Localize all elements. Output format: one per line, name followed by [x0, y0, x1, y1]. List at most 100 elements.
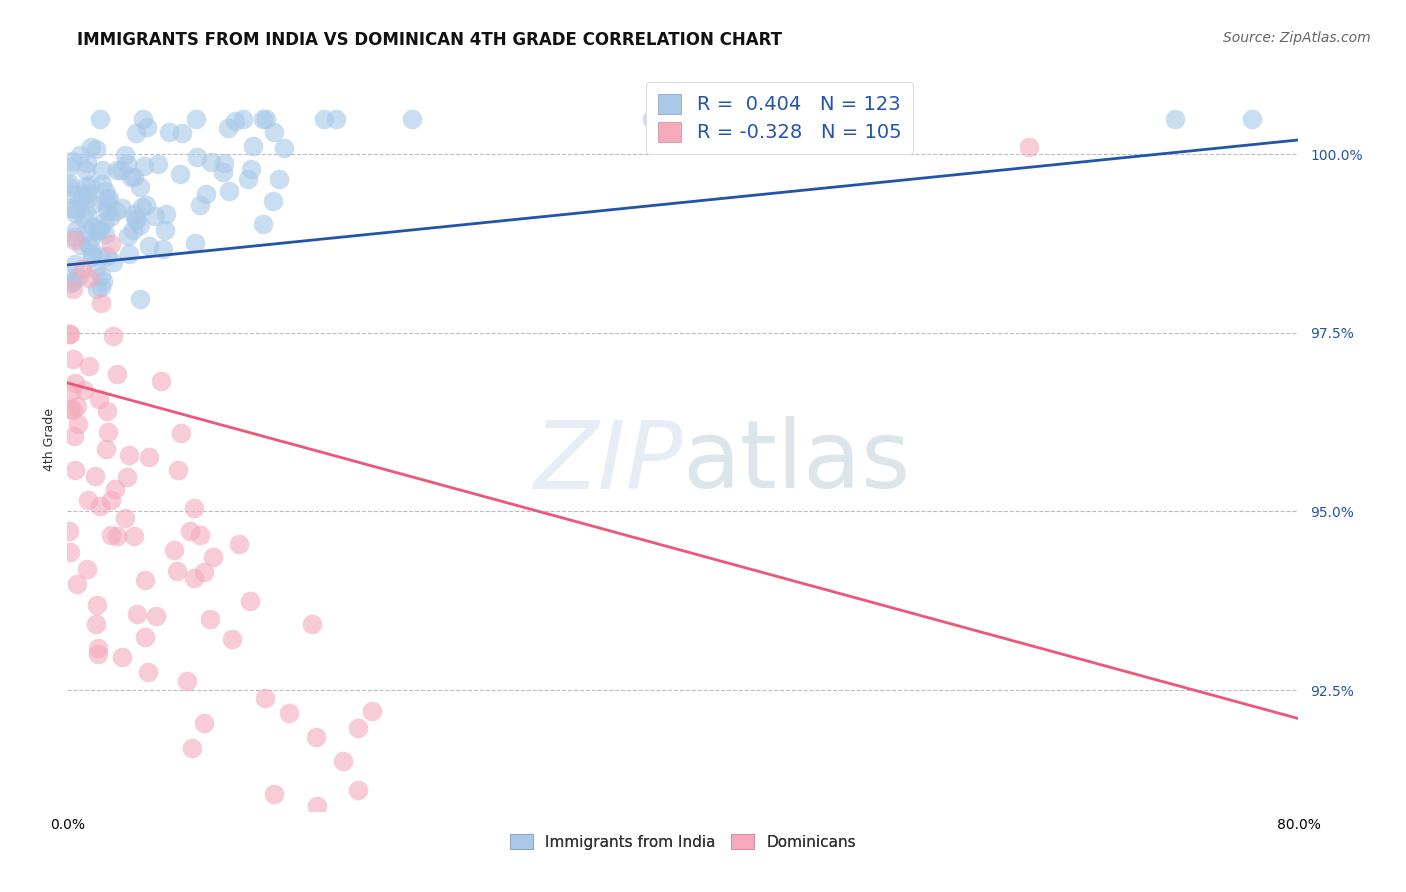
Point [91, 163, 114, 178]
Point [96, 442, 118, 457]
Point [887, 112, 910, 126]
Point [217, 120, 239, 135]
Point [89, 248, 111, 262]
Point [186, 112, 208, 126]
Point [100, 528, 122, 542]
Point [135, 197, 157, 211]
Point [93, 184, 115, 198]
Text: Source: ZipAtlas.com: Source: ZipAtlas.com [1223, 31, 1371, 45]
Point [59, 384, 82, 399]
Point [166, 565, 188, 579]
Point [96, 404, 118, 418]
Point [641, 112, 664, 126]
Point [63, 202, 86, 217]
Point [138, 450, 160, 465]
Point [105, 163, 128, 178]
Point [58, 270, 80, 285]
Point [96, 203, 118, 218]
Point [394, 829, 416, 843]
Point [127, 607, 149, 622]
Point [122, 169, 145, 184]
Point [60, 275, 83, 289]
Point [120, 169, 142, 184]
Point [76, 562, 98, 576]
Point [129, 180, 152, 194]
Point [305, 799, 328, 814]
Point [59, 177, 82, 191]
Point [183, 571, 205, 585]
Point [200, 155, 222, 169]
Point [73, 226, 96, 240]
Point [131, 200, 153, 214]
Point [58, 160, 80, 174]
Point [169, 167, 191, 181]
Point [58, 180, 80, 194]
Point [59, 327, 82, 342]
Point [122, 223, 145, 237]
Point [73, 211, 96, 225]
Point [763, 112, 786, 126]
Point [1018, 140, 1040, 154]
Point [252, 112, 274, 126]
Point [125, 212, 148, 227]
Point [101, 255, 124, 269]
Point [110, 163, 132, 178]
Point [96, 249, 118, 263]
Point [155, 206, 177, 220]
Point [179, 524, 201, 538]
Text: atlas: atlas [683, 417, 911, 508]
Point [76, 156, 98, 170]
Point [239, 594, 262, 608]
Point [172, 126, 194, 140]
Point [263, 787, 285, 801]
Point [138, 238, 160, 252]
Point [62, 403, 84, 417]
Point [86, 599, 108, 613]
Point [212, 156, 235, 170]
Point [60, 201, 83, 215]
Point [221, 632, 243, 646]
Point [332, 754, 354, 768]
Point [63, 376, 86, 390]
Point [59, 401, 82, 416]
Point [252, 217, 274, 231]
Point [100, 237, 122, 252]
Point [93, 215, 115, 229]
Point [157, 125, 180, 139]
Point [97, 191, 120, 205]
Point [62, 233, 84, 247]
Point [124, 207, 146, 221]
Point [181, 741, 204, 756]
Point [134, 630, 156, 644]
Point [90, 177, 112, 191]
Point [132, 159, 155, 173]
Point [176, 673, 198, 688]
Point [125, 126, 148, 140]
Point [305, 730, 328, 744]
Point [59, 545, 82, 559]
Point [254, 112, 277, 126]
Point [202, 550, 225, 565]
Point [218, 185, 240, 199]
Point [67, 417, 90, 432]
Point [360, 819, 382, 833]
Point [86, 282, 108, 296]
Point [63, 462, 86, 476]
Point [86, 640, 108, 655]
Text: IMMIGRANTS FROM INDIA VS DOMINICAN 4TH GRADE CORRELATION CHART: IMMIGRANTS FROM INDIA VS DOMINICAN 4TH G… [77, 31, 782, 49]
Point [63, 428, 86, 442]
Point [84, 142, 107, 156]
Point [114, 148, 136, 162]
Point [63, 230, 86, 244]
Point [80, 250, 103, 264]
Point [703, 112, 725, 126]
Point [87, 222, 110, 236]
Point [1164, 112, 1187, 126]
Point [232, 112, 254, 126]
Point [90, 268, 112, 283]
Point [193, 566, 215, 580]
Point [186, 149, 208, 163]
Point [91, 274, 114, 288]
Point [170, 425, 193, 440]
Point [239, 161, 262, 176]
